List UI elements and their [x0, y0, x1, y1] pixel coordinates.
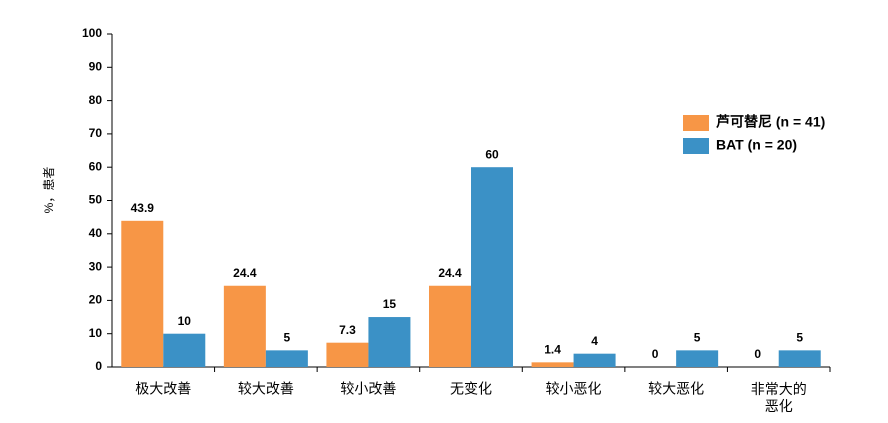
- value-label: 1.4: [544, 343, 561, 357]
- value-label: 24.4: [233, 266, 257, 280]
- x-tick-label: 较小恶化: [546, 381, 602, 397]
- legend-swatch: [683, 115, 709, 131]
- bar: [429, 285, 471, 367]
- value-label: 5: [796, 331, 803, 345]
- x-tick-label: 极大改善: [135, 381, 191, 397]
- bar: [778, 350, 821, 367]
- y-tick-label: 0: [95, 359, 102, 373]
- value-label: 24.4: [438, 266, 462, 280]
- x-tick-label: 较小改善: [340, 381, 396, 397]
- value-label: 4: [591, 334, 598, 348]
- value-label: 15: [383, 297, 397, 311]
- legend-label: 芦可替尼 (n = 41): [716, 114, 825, 130]
- bar: [676, 350, 719, 367]
- x-tick-label: 较大改善: [238, 381, 294, 397]
- x-tick-label: 非常大的恶化: [751, 381, 807, 414]
- value-label: 5: [284, 331, 291, 345]
- bar: [163, 333, 206, 367]
- y-tick-label: 60: [89, 159, 103, 173]
- value-label: 10: [178, 314, 192, 328]
- bar: [471, 167, 513, 367]
- y-tick-label: 100: [82, 26, 102, 40]
- value-label: 43.9: [131, 201, 155, 215]
- bar: [368, 317, 411, 367]
- x-tick-label: 较大恶化: [648, 381, 704, 397]
- y-tick-label: 80: [89, 93, 103, 107]
- y-tick-label: 30: [89, 259, 103, 273]
- bar: [223, 285, 266, 367]
- legend-label: BAT (n = 20): [716, 137, 797, 153]
- value-label: 5: [694, 331, 701, 345]
- y-tick-label: 70: [89, 126, 103, 140]
- y-tick-label: 50: [89, 193, 103, 207]
- value-label: 0: [652, 347, 659, 361]
- bar: [326, 342, 369, 367]
- y-tick-label: 90: [89, 59, 103, 73]
- y-axis-label: %，患者: [42, 167, 56, 214]
- y-tick-label: 20: [89, 293, 103, 307]
- bar: [265, 350, 308, 367]
- bar: [531, 362, 574, 367]
- bar: [121, 220, 164, 367]
- value-label: 7.3: [339, 323, 356, 337]
- value-label: 60: [485, 147, 499, 161]
- value-label: 0: [754, 347, 761, 361]
- bar: [573, 353, 616, 367]
- x-tick-label: 无变化: [450, 381, 492, 397]
- y-tick-label: 40: [89, 226, 103, 240]
- legend-swatch: [683, 138, 709, 154]
- y-tick-label: 10: [89, 326, 103, 340]
